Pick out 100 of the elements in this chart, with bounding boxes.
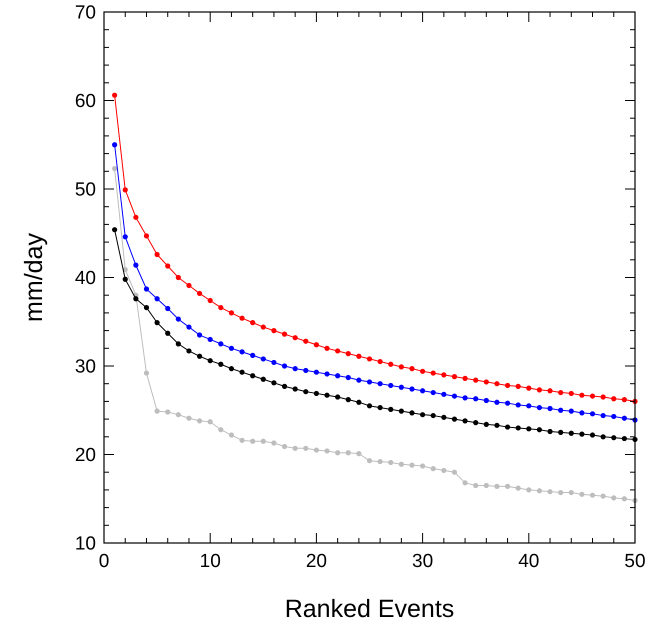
point	[208, 419, 213, 424]
point	[590, 432, 596, 438]
point	[504, 400, 510, 406]
point	[196, 290, 202, 296]
y-tick-label: 40	[74, 268, 96, 290]
point	[292, 366, 298, 372]
point	[218, 427, 224, 432]
point	[218, 341, 224, 346]
point	[186, 282, 192, 288]
x-tick-label: 50	[624, 551, 646, 572]
point	[441, 468, 446, 474]
point	[186, 324, 192, 330]
point	[314, 447, 319, 453]
point	[324, 392, 330, 398]
point	[324, 448, 330, 454]
point	[303, 368, 308, 374]
point	[239, 316, 245, 321]
point	[154, 320, 160, 326]
point	[260, 324, 266, 330]
point	[547, 489, 553, 494]
point	[441, 392, 446, 397]
point	[484, 482, 489, 488]
point	[398, 462, 404, 467]
point	[335, 348, 340, 354]
y-tick-label: 60	[74, 91, 96, 112]
point	[558, 390, 564, 396]
point	[536, 427, 542, 432]
y-tick-label: 10	[74, 534, 96, 555]
point	[112, 92, 118, 98]
x-axis-title: Ranked Events	[284, 595, 454, 623]
point	[462, 480, 468, 486]
point	[378, 404, 383, 410]
point	[388, 382, 394, 388]
point	[388, 460, 394, 466]
point	[611, 435, 616, 440]
point	[133, 214, 138, 220]
point	[356, 354, 362, 359]
point	[536, 488, 542, 494]
point	[536, 404, 542, 410]
point	[547, 388, 553, 394]
point	[516, 425, 521, 431]
point	[590, 411, 596, 416]
point	[622, 436, 627, 442]
point	[314, 390, 319, 396]
point	[335, 394, 340, 400]
point	[250, 373, 256, 378]
point	[282, 444, 288, 450]
point	[452, 470, 458, 475]
point	[271, 360, 277, 366]
point	[122, 234, 128, 240]
point	[526, 426, 532, 432]
point	[239, 370, 245, 375]
point	[473, 378, 478, 383]
point	[366, 379, 372, 385]
point	[611, 414, 616, 420]
point	[366, 403, 372, 408]
point	[473, 420, 478, 426]
point	[494, 381, 500, 386]
point	[494, 422, 500, 428]
point	[154, 296, 160, 302]
point	[526, 386, 532, 391]
point	[484, 379, 489, 385]
x-tick-label: 10	[200, 551, 221, 572]
point	[622, 416, 627, 421]
point	[526, 487, 532, 492]
point	[579, 492, 584, 497]
point	[388, 362, 394, 367]
point	[165, 306, 170, 312]
point	[430, 390, 436, 396]
point	[494, 400, 500, 405]
point	[473, 482, 478, 488]
point	[366, 458, 372, 464]
point	[208, 358, 213, 364]
point	[250, 438, 256, 444]
point	[218, 304, 224, 310]
point	[600, 412, 606, 418]
point	[303, 446, 308, 451]
point	[314, 342, 319, 348]
point	[484, 398, 489, 404]
point	[260, 376, 266, 382]
point	[568, 390, 574, 396]
point	[420, 463, 426, 469]
point	[526, 403, 532, 408]
point	[346, 450, 351, 456]
point	[112, 166, 118, 172]
point	[452, 393, 458, 399]
point	[218, 362, 224, 367]
point	[568, 430, 574, 436]
point	[176, 274, 181, 280]
point	[600, 394, 606, 400]
point	[165, 409, 170, 415]
point	[186, 348, 192, 354]
point	[260, 356, 266, 362]
point	[579, 432, 584, 437]
point	[208, 336, 213, 342]
point	[271, 440, 277, 446]
point	[165, 263, 170, 269]
point	[398, 364, 404, 370]
point	[112, 142, 118, 148]
point	[536, 387, 542, 392]
